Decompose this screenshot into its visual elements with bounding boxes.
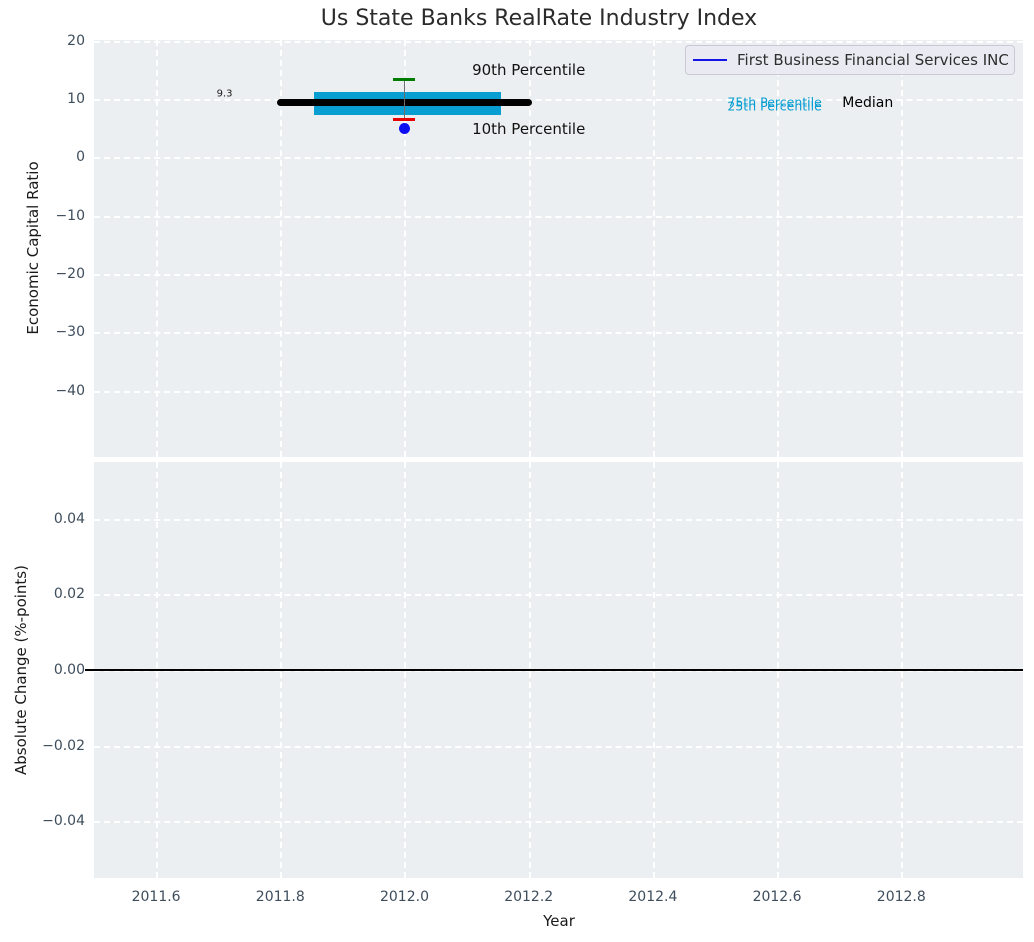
y-tick-label: −0.02 — [42, 737, 85, 754]
y-tick-label: −10 — [55, 207, 85, 224]
chart-title: Us State Banks RealRate Industry Index — [320, 6, 758, 31]
x-tick-label: 2012.0 — [379, 889, 429, 905]
y-tick-label: −40 — [55, 382, 85, 399]
y-tick-label: 0 — [76, 149, 85, 166]
gridline — [94, 821, 1023, 824]
gridline — [94, 98, 1023, 101]
gridline — [94, 215, 1023, 218]
x-tick-label: 2012.6 — [752, 889, 802, 905]
x-axis-label: Year — [543, 912, 575, 930]
y-tick-label: −30 — [55, 324, 85, 341]
p75-label: 75th Percentile — [727, 94, 822, 110]
gridline — [94, 40, 1023, 43]
gridline — [94, 390, 1023, 393]
median-value-label: 9.3 — [216, 88, 233, 100]
zero-line — [85, 669, 1023, 671]
gridline — [94, 594, 1023, 597]
company-point — [398, 122, 410, 134]
y-tick-label: −0.04 — [42, 813, 85, 830]
gridline — [94, 273, 1023, 276]
y-tick-label: 20 — [67, 32, 85, 49]
y-tick-label: −20 — [55, 265, 85, 282]
percentile-whisker-cap-low — [393, 118, 416, 122]
x-tick-label: 2011.8 — [255, 889, 305, 905]
median-label: Median — [842, 94, 894, 111]
top-plot-area — [94, 40, 1023, 457]
gridline — [94, 157, 1023, 160]
y-tick-label: 0.00 — [53, 662, 85, 678]
x-tick-label: 2012.4 — [628, 889, 678, 905]
p25-label: 25th Percentile — [727, 98, 822, 114]
y-axis-label-top: Economic Capital Ratio — [24, 161, 42, 335]
legend-line-swatch — [693, 59, 727, 61]
percentile-whisker-line — [403, 79, 406, 120]
gridline — [777, 40, 780, 457]
gridline — [404, 40, 407, 457]
gridline — [901, 40, 904, 457]
gridline — [94, 518, 1023, 521]
y-tick-label: 0.02 — [53, 586, 85, 603]
y-tick-label: 0.04 — [53, 510, 85, 527]
x-tick-label: 2012.2 — [504, 889, 554, 905]
gridline — [156, 40, 159, 457]
p90-label: 90th Percentile — [472, 61, 586, 80]
legend: First Business Financial Services INC — [685, 45, 1015, 75]
p10-label: 10th Percentile — [472, 119, 586, 138]
gridline — [94, 745, 1023, 748]
y-tick-label: 10 — [67, 90, 85, 107]
percentile-whisker-cap-high — [393, 77, 416, 81]
gridline — [280, 40, 283, 457]
gridline — [94, 670, 1023, 672]
x-tick-label: 2012.8 — [876, 889, 926, 905]
gridline — [652, 40, 655, 457]
gridline — [528, 40, 531, 457]
x-tick-label: 2011.6 — [131, 889, 181, 905]
y-axis-label-bottom: Absolute Change (%-points) — [12, 565, 30, 775]
legend-label: First Business Financial Services INC — [737, 51, 1009, 69]
gridline — [94, 332, 1023, 335]
